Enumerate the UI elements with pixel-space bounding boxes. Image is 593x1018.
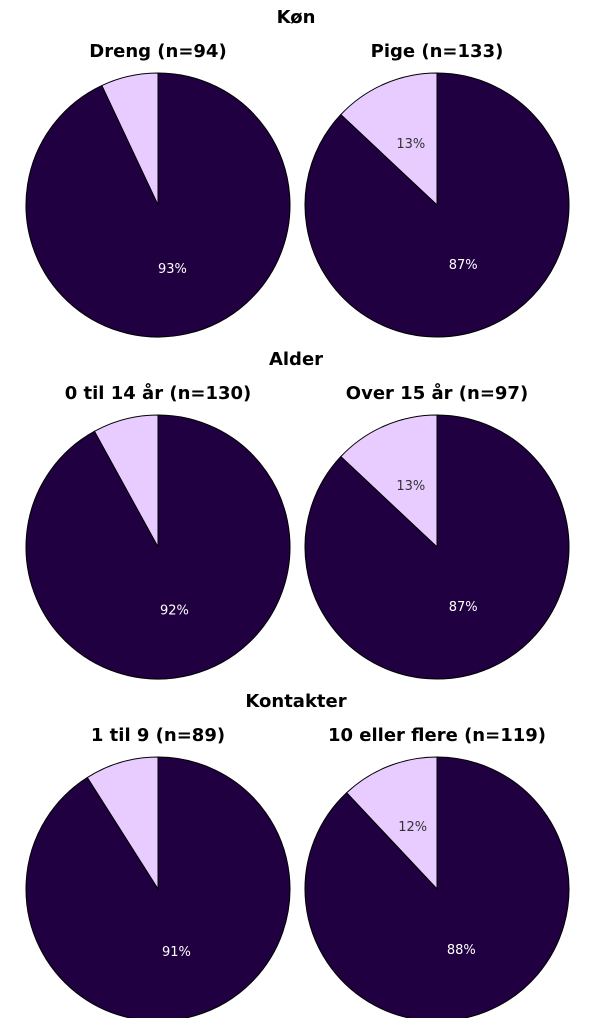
group-title: Køn — [277, 7, 316, 28]
group-title: Alder — [269, 349, 323, 370]
pie-slice — [340, 72, 438, 207]
slice-label: 13% — [396, 137, 425, 152]
pie-title: 10 eller flere (n=119) — [328, 725, 546, 746]
pie-slice — [25, 72, 291, 338]
slice-label: 87% — [449, 258, 478, 273]
slice-label: 13% — [396, 479, 425, 494]
slice-label: 87% — [449, 600, 478, 615]
pie-slice — [25, 414, 291, 680]
pie-slice — [25, 756, 291, 1018]
group-title: Kontakter — [245, 691, 346, 712]
pie-slice — [340, 414, 438, 549]
slice-label: 91% — [162, 945, 191, 960]
pie-title: Dreng (n=94) — [89, 41, 226, 62]
pie-title: 1 til 9 (n=89) — [91, 725, 225, 746]
pie-slice — [345, 756, 438, 891]
slice-label: 12% — [398, 820, 427, 835]
slice-label: 93% — [158, 262, 187, 277]
pie-slice — [304, 72, 570, 338]
pie-title: Over 15 år (n=97) — [346, 382, 528, 404]
slice-label: 88% — [447, 943, 476, 958]
pie-slice — [304, 756, 570, 1018]
slice-label: 92% — [160, 603, 189, 618]
pie-title: Pige (n=133) — [371, 41, 504, 62]
pie-slice — [304, 414, 570, 680]
pie-title: 0 til 14 år (n=130) — [65, 382, 252, 404]
